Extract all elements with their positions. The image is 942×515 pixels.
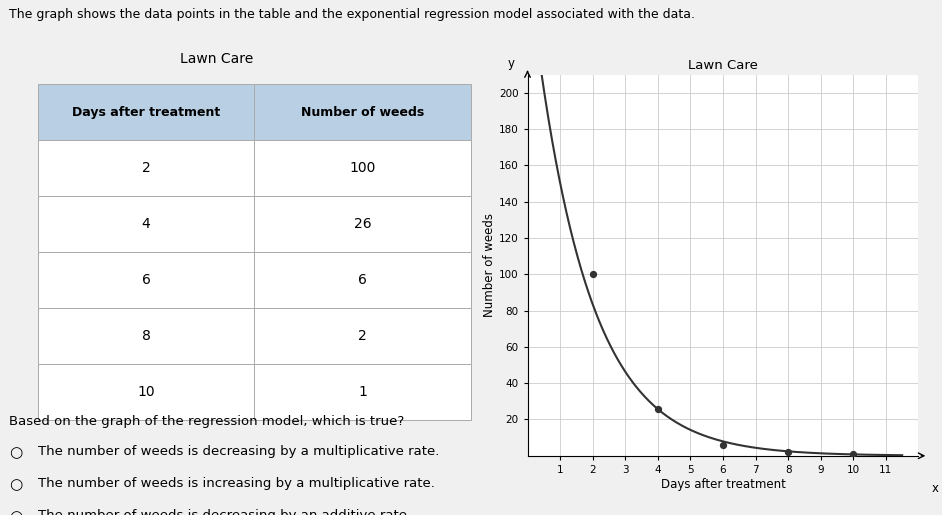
Text: 6: 6: [358, 273, 367, 287]
Bar: [38, 196, 254, 252]
Bar: [254, 196, 471, 252]
Point: [846, 450, 861, 458]
Y-axis label: Number of weeds: Number of weeds: [483, 213, 496, 317]
Bar: [38, 141, 254, 196]
Point: [585, 270, 600, 279]
Text: ○: ○: [9, 477, 23, 492]
Point: [781, 448, 796, 456]
Text: ○: ○: [9, 509, 23, 515]
Text: Based on the graph of the regression model, which is true?: Based on the graph of the regression mod…: [9, 415, 405, 427]
Bar: [254, 308, 471, 364]
Text: 8: 8: [141, 329, 151, 343]
Text: The graph shows the data points in the table and the exponential regression mode: The graph shows the data points in the t…: [9, 8, 695, 21]
Point: [716, 441, 731, 449]
Point: [650, 404, 665, 413]
X-axis label: Days after treatment: Days after treatment: [660, 477, 786, 491]
Text: The number of weeds is decreasing by a multiplicative rate.: The number of weeds is decreasing by a m…: [38, 445, 439, 458]
Text: Lawn Care: Lawn Care: [180, 53, 253, 66]
Text: 6: 6: [141, 273, 151, 287]
Text: 1: 1: [358, 385, 367, 399]
Bar: [254, 141, 471, 196]
Bar: [38, 252, 254, 308]
Text: y: y: [508, 57, 514, 70]
Text: 2: 2: [358, 329, 367, 343]
Title: Lawn Care: Lawn Care: [688, 59, 758, 72]
Text: 26: 26: [354, 217, 371, 231]
Text: 100: 100: [349, 161, 376, 175]
Text: 4: 4: [141, 217, 151, 231]
Text: The number of weeds is decreasing by an additive rate.: The number of weeds is decreasing by an …: [38, 509, 411, 515]
Bar: [254, 84, 471, 141]
Text: 2: 2: [141, 161, 151, 175]
Text: ○: ○: [9, 445, 23, 460]
Text: The number of weeds is increasing by a multiplicative rate.: The number of weeds is increasing by a m…: [38, 477, 434, 490]
Text: 10: 10: [138, 385, 154, 399]
Text: x: x: [932, 482, 938, 495]
Text: Number of weeds: Number of weeds: [301, 106, 424, 119]
Bar: [254, 364, 471, 420]
Bar: [38, 364, 254, 420]
Bar: [38, 84, 254, 141]
Text: Days after treatment: Days after treatment: [72, 106, 220, 119]
Bar: [38, 308, 254, 364]
Bar: [254, 252, 471, 308]
